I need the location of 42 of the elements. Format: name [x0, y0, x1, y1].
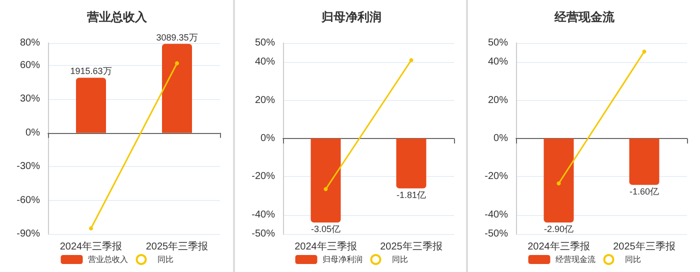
data-label: -2.90亿	[544, 224, 574, 234]
y-tick-label: 40%	[254, 56, 276, 68]
y-tick-label: 0%	[26, 127, 40, 138]
y-tick-label: 80%	[20, 38, 40, 48]
y-tick-label: 30%	[20, 94, 40, 105]
y-tick-label: -40%	[252, 209, 276, 220]
y-tick-label: 0%	[260, 133, 276, 144]
x-tick-label: 2025年三季报	[146, 240, 208, 252]
y-tick-label: 60%	[20, 60, 40, 71]
y-tick-label: 50%	[488, 38, 508, 48]
x-tick-label: 2024年三季报	[294, 240, 357, 252]
data-label: -3.05亿	[310, 224, 341, 234]
y-tick-label: 50%	[254, 38, 276, 48]
y-tick-label: -50%	[252, 228, 276, 240]
data-label: -1.60亿	[629, 186, 660, 196]
y-tick-label: -40%	[484, 209, 508, 220]
x-tick-label: 2025年三季报	[380, 240, 442, 252]
y-tick-label: -60%	[16, 194, 40, 206]
data-label: 1915.63万	[70, 66, 112, 76]
y-tick-label: -90%	[16, 228, 40, 240]
y-tick-label: -50%	[484, 228, 508, 240]
legend-label: 营业总收入	[88, 255, 128, 264]
legend-label: 归母净利润	[322, 255, 362, 264]
data-label: -1.81亿	[396, 190, 426, 200]
x-tick-label: 2025年三季报	[613, 240, 676, 252]
y-tick-label: 0%	[494, 133, 508, 144]
y-tick-label: -20%	[252, 171, 276, 182]
y-tick-label: -20%	[484, 171, 508, 182]
data-label: 3089.35万	[156, 32, 198, 42]
y-tick-label: -30%	[16, 161, 40, 172]
chart-title: 营业总收入	[86, 10, 148, 24]
legend-label: 同比	[157, 255, 174, 264]
y-tick-label: 40%	[488, 56, 508, 68]
y-tick-label: 20%	[254, 94, 276, 106]
x-tick-label: 2024年三季报	[528, 240, 590, 252]
chart-title: 经营现金流	[554, 10, 616, 24]
x-tick-label: 2024年三季报	[60, 240, 122, 252]
legend-label: 同比	[624, 255, 641, 264]
y-tick-label: 20%	[488, 94, 508, 106]
legend-label: 同比	[392, 255, 408, 264]
legend-label: 经营现金流	[555, 255, 596, 264]
chart-title: 归母净利润	[320, 10, 382, 24]
